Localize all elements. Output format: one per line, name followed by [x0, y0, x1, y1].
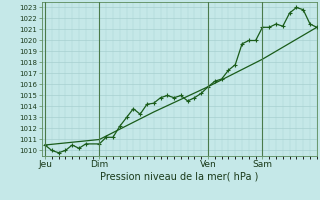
- X-axis label: Pression niveau de la mer( hPa ): Pression niveau de la mer( hPa ): [100, 172, 258, 182]
